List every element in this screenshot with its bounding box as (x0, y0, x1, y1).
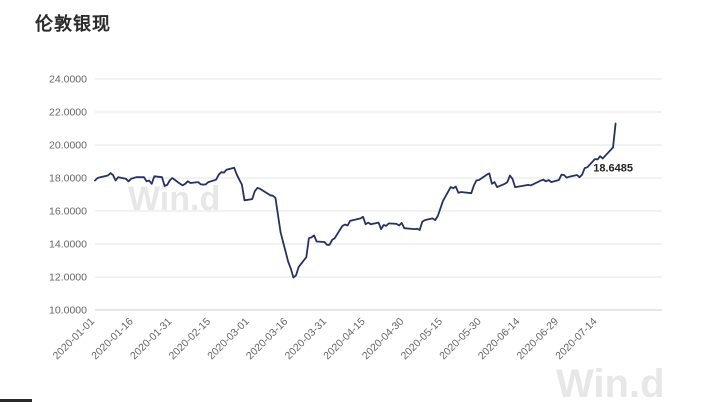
last-value-label: 18.6485 (593, 162, 633, 174)
y-tick-label: 18.0000 (49, 173, 87, 185)
y-tick-label: 22.0000 (49, 107, 87, 119)
y-tick-label: 10.0000 (49, 305, 87, 317)
y-tick-label: 24.0000 (49, 74, 87, 86)
x-tick-label: 2020-07-14 (553, 316, 600, 363)
y-tick-label: 14.0000 (49, 239, 87, 251)
price-series-line (94, 122, 617, 279)
y-tick-label: 16.0000 (49, 206, 87, 218)
y-tick-label: 12.0000 (49, 272, 87, 284)
y-tick-label: 20.0000 (49, 140, 87, 152)
bottom-divider (0, 399, 32, 402)
page-title: 伦敦银现 (35, 14, 111, 34)
